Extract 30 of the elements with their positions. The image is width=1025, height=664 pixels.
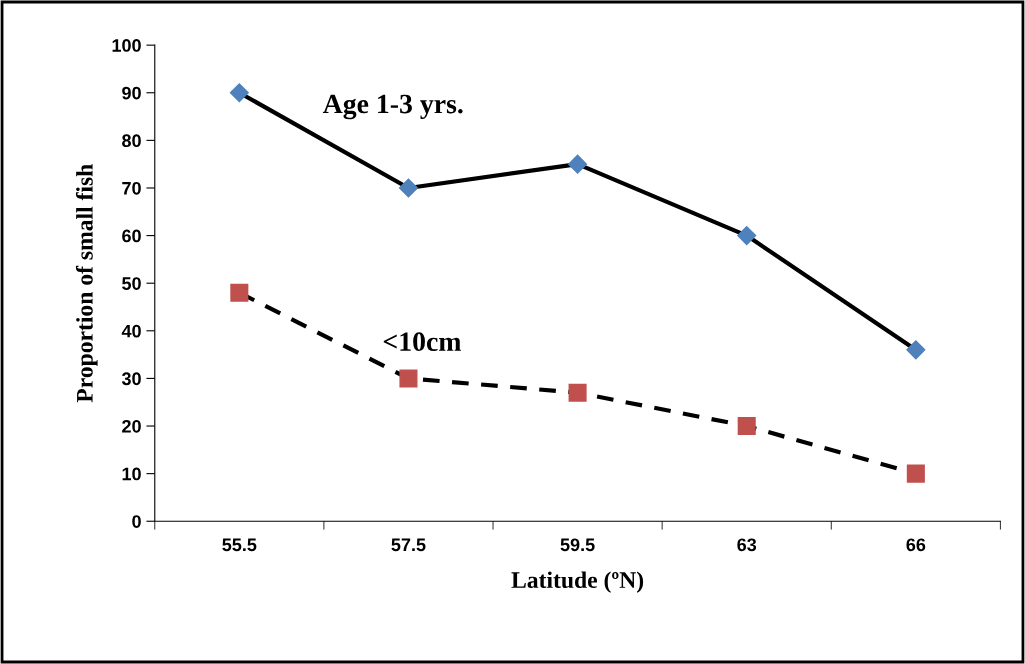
y-tick-label: 100 — [112, 39, 141, 52]
y-tick-label: 80 — [122, 134, 141, 148]
x-tick-label: 66 — [906, 538, 926, 552]
point — [398, 178, 418, 198]
series-label: <10cm — [383, 332, 461, 352]
point — [737, 226, 757, 246]
x-tick-label: 63 — [737, 538, 757, 552]
point — [906, 340, 926, 360]
point — [568, 154, 588, 174]
point — [399, 369, 418, 388]
y-tick-label: 40 — [121, 324, 141, 338]
y-tick-label: 70 — [122, 181, 141, 195]
series-label: Age 1-3 yrs. — [322, 94, 463, 120]
x-axis-title: Latitude (ºN) — [511, 571, 644, 593]
y-tick-label: 10 — [122, 467, 141, 481]
y-tick-label: 60 — [122, 229, 141, 243]
point — [737, 416, 756, 436]
point — [568, 383, 587, 402]
y-tick-label: 20 — [122, 419, 141, 433]
point — [229, 83, 249, 103]
y-tick-label: 0 — [132, 515, 141, 528]
x-tick-label: 57.5 — [391, 538, 426, 552]
x-tick-label: 55.5 — [222, 538, 257, 552]
point — [230, 283, 249, 302]
x-tick-label: 59.5 — [560, 538, 595, 552]
y-tick-label: 30 — [121, 372, 141, 386]
point — [906, 464, 925, 483]
y-tick-label: 50 — [122, 277, 141, 290]
y-tick-label: 90 — [122, 86, 141, 100]
y-axis-title: Proportion of small fish — [75, 164, 98, 403]
